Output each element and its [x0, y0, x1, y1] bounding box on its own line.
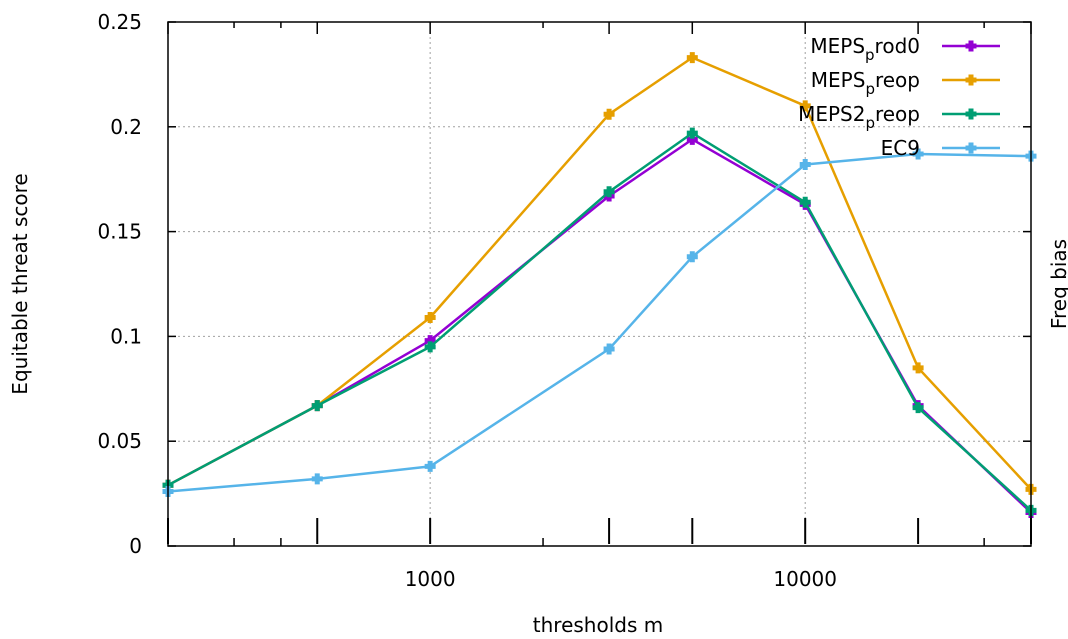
series-group — [162, 52, 1037, 518]
y-tick-label: 0 — [129, 534, 142, 558]
series-MEPS2_preop — [162, 127, 1037, 516]
x-tick-label: 1000 — [405, 567, 456, 591]
data-point — [603, 108, 615, 120]
legend: MEPSprod0 MEPSpreop MEPS2preop EC9 — [798, 34, 1000, 160]
data-point — [686, 52, 698, 64]
legend-label: MEPSpreop — [811, 68, 920, 98]
data-point — [912, 362, 924, 374]
data-point — [603, 343, 615, 355]
data-point — [912, 148, 924, 160]
series-MEPS_prod0 — [162, 133, 1037, 518]
series-line-MEPS2_preop — [167, 131, 1032, 512]
y-tick-label: 0.1 — [110, 324, 142, 348]
legend-marker — [965, 74, 977, 86]
legend-entry-MEPS_prod0: MEPSprod0 — [810, 34, 1000, 64]
legend-label: MEPS2preop — [798, 102, 920, 132]
axis-ticks: 0 0.05 0.1 0.15 0.2 0.25 1000 10000 — [97, 10, 1032, 591]
series-line-EC9 — [167, 152, 1032, 493]
data-point — [799, 196, 811, 208]
y-tick-label: 0.15 — [97, 220, 142, 244]
y-tick-label: 0.05 — [97, 429, 142, 453]
series-line-MEPS_preop — [167, 56, 1032, 491]
data-point — [424, 460, 436, 472]
data-point — [424, 341, 436, 353]
y2-axis-label: Freq bias — [1047, 239, 1068, 329]
data-point — [311, 473, 323, 485]
x-axis-label: thresholds m — [533, 613, 663, 637]
data-point — [912, 402, 924, 414]
x-tick-label: 10000 — [773, 567, 837, 591]
y-axis-label: Equitable threat score — [8, 173, 32, 394]
legend-marker — [965, 108, 977, 120]
data-point — [799, 159, 811, 171]
data-point — [799, 100, 811, 112]
legend-entry-MEPS2_preop: MEPS2preop — [798, 102, 1000, 132]
legend-label: MEPSprod0 — [810, 34, 920, 64]
data-point — [603, 186, 615, 198]
series-line-MEPS_prod0 — [167, 138, 1032, 514]
legend-marker — [965, 142, 977, 154]
data-point — [686, 251, 698, 263]
y-tick-label: 0.25 — [97, 10, 142, 34]
legend-label: EC9 — [881, 136, 920, 160]
data-point — [311, 400, 323, 412]
legend-entry-EC9: EC9 — [881, 136, 1000, 160]
legend-entry-MEPS_preop: MEPSpreop — [811, 68, 1000, 98]
plot-frame — [167, 21, 1032, 547]
series-MEPS_preop — [162, 52, 1037, 495]
grid — [168, 22, 1031, 546]
data-point — [424, 312, 436, 324]
legend-marker — [965, 40, 977, 52]
y-tick-label: 0.2 — [110, 115, 142, 139]
data-point — [686, 127, 698, 139]
